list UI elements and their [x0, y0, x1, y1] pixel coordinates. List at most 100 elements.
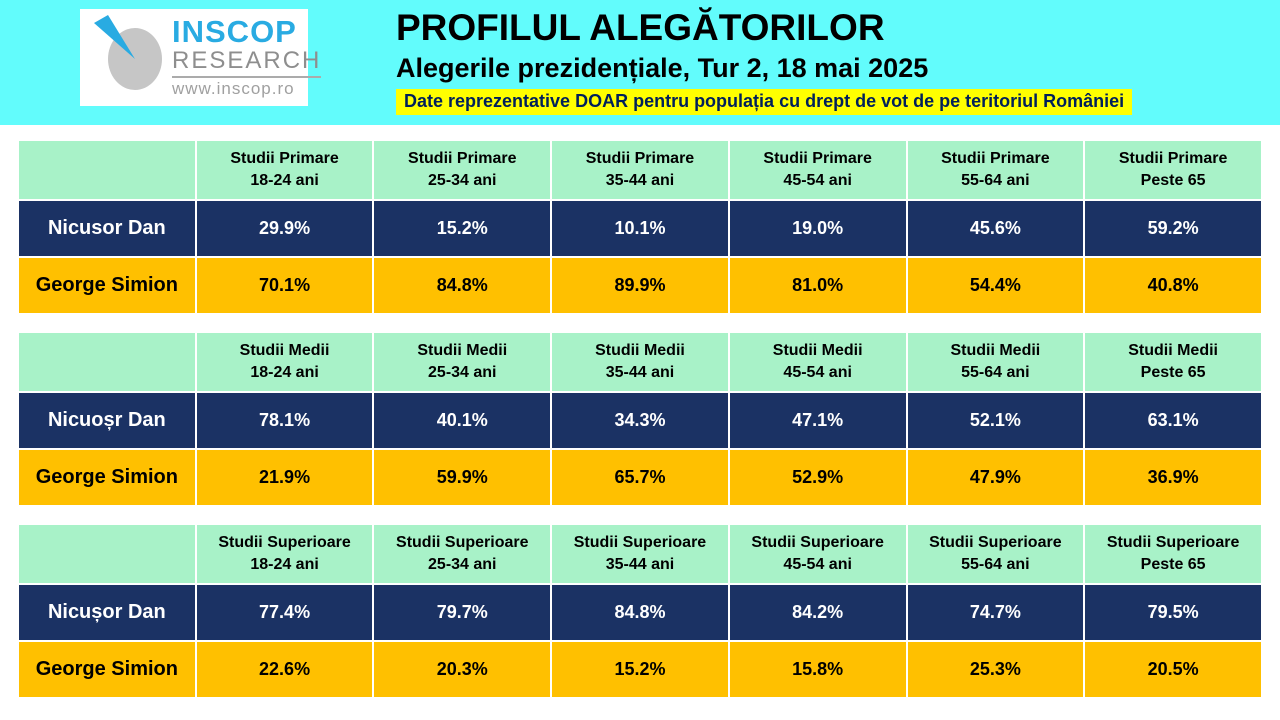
age-label: 25-34 ani [428, 172, 497, 189]
age-group-header: Studii Primare 45-54 ani [729, 141, 906, 199]
representativity-disclaimer: Date reprezentative DOAR pentru populați… [396, 88, 1133, 115]
percentage-cell: 34.3% [552, 393, 728, 448]
candidate-name: George Simion [19, 450, 195, 505]
corner-cell [19, 525, 195, 583]
percentage-cell: 19.0% [729, 201, 906, 256]
corner-cell [19, 141, 195, 199]
education-label: Studii Primare [585, 150, 695, 168]
age-label: 55-64 ani [961, 364, 1030, 381]
percentage-cell: 89.9% [552, 258, 728, 313]
percentage-cell: 36.9% [1085, 450, 1261, 505]
education-label: Studii Superioare [751, 534, 884, 552]
percentage-cell: 40.8% [1085, 258, 1261, 313]
logo-url: www.inscop.ro [172, 78, 295, 98]
age-label: 45-54 ani [783, 172, 852, 189]
age-group-header: Studii Superioare 35-44 ani [552, 525, 728, 583]
age-group-header: Studii Primare 55-64 ani [907, 141, 1084, 199]
table-studii-superioare: Studii Superioare 18-24 ani Studii Superio… [17, 523, 1263, 699]
logo-pie-clock-icon [90, 12, 170, 103]
candidate-row: Nicusor Dan 29.9% 15.2% 10.1% 19.0% 45.6% 59.2… [19, 201, 1261, 256]
age-label: 18-24 ani [250, 364, 319, 381]
percentage-cell: 84.2% [729, 585, 906, 640]
candidate-row: Nicuoșr Dan 78.1% 40.1% 34.3% 47.1% 52.1% 63.1… [19, 393, 1261, 448]
table-body: Nicusor Dan 29.9% 15.2% 10.1% 19.0% 45.6% 59.2… [19, 201, 1261, 313]
percentage-cell: 47.9% [907, 450, 1084, 505]
candidate-name: Nicușor Dan [19, 585, 195, 640]
education-age-table: Studii Medii 18-24 ani Studii Medii 25-34 a… [17, 331, 1263, 507]
page-subtitle: Alegerile prezidențiale, Tur 2, 18 mai 2… [396, 52, 929, 83]
tables-region: Studii Primare 18-24 ani Studii Primare 25-… [0, 125, 1280, 699]
education-label: Studii Primare [941, 150, 1050, 168]
age-label: 55-64 ani [961, 556, 1030, 573]
age-group-header: Studii Medii 55-64 ani [907, 333, 1084, 391]
logo-name: INSCOP [172, 14, 297, 50]
age-group-header: Studii Medii 45-54 ani [729, 333, 906, 391]
age-label: 18-24 ani [250, 172, 319, 189]
percentage-cell: 21.9% [196, 450, 373, 505]
percentage-cell: 45.6% [907, 201, 1084, 256]
percentage-cell: 74.7% [907, 585, 1084, 640]
age-label: 55-64 ani [961, 172, 1030, 189]
percentage-cell: 52.9% [729, 450, 906, 505]
age-label: 35-44 ani [605, 556, 675, 573]
table-head: Studii Primare 18-24 ani Studii Primare 25-… [19, 141, 1261, 199]
age-label: 45-54 ani [783, 556, 852, 573]
age-label: 25-34 ani [428, 556, 497, 573]
education-label: Studii Medii [1128, 342, 1218, 360]
inscop-logo: INSCOP RESEARCH www.inscop.ro [80, 9, 322, 106]
logo-text-block: INSCOP RESEARCH www.inscop.ro [172, 14, 322, 99]
percentage-cell: 15.8% [729, 642, 906, 697]
percentage-cell: 79.5% [1085, 585, 1261, 640]
corner-cell [19, 333, 195, 391]
header-row: Studii Superioare 18-24 ani Studii Superio… [19, 525, 1261, 583]
age-group-header: Studii Superioare Peste 65 [1085, 525, 1261, 583]
table-head: Studii Superioare 18-24 ani Studii Superio… [19, 525, 1261, 583]
header-row: Studii Primare 18-24 ani Studii Primare 25-… [19, 141, 1261, 199]
percentage-cell: 84.8% [374, 258, 551, 313]
percentage-cell: 25.3% [907, 642, 1084, 697]
education-label: Studii Superioare [573, 534, 707, 552]
percentage-cell: 65.7% [552, 450, 728, 505]
header-row: Studii Medii 18-24 ani Studii Medii 25-34 a… [19, 333, 1261, 391]
education-label: Studii Medii [417, 342, 508, 360]
percentage-cell: 52.1% [907, 393, 1084, 448]
candidate-name: Nicusor Dan [19, 201, 195, 256]
education-label: Studii Medii [772, 342, 863, 360]
percentage-cell: 40.1% [374, 393, 551, 448]
education-label: Studii Primare [763, 150, 872, 168]
age-group-header: Studii Primare 35-44 ani [552, 141, 728, 199]
age-group-header: Studii Medii Peste 65 [1085, 333, 1261, 391]
age-label: Peste 65 [1140, 556, 1206, 573]
education-label: Studii Medii [239, 342, 330, 360]
percentage-cell: 59.2% [1085, 201, 1261, 256]
education-label: Studii Superioare [218, 534, 351, 552]
percentage-cell: 70.1% [196, 258, 373, 313]
percentage-cell: 29.9% [196, 201, 373, 256]
header-text-block: PROFILUL ALEGĂTORILOR Alegerile preziden… [396, 7, 1133, 115]
age-group-header: Studii Superioare 18-24 ani [196, 525, 373, 583]
percentage-cell: 84.8% [552, 585, 728, 640]
percentage-cell: 47.1% [729, 393, 906, 448]
age-label: 18-24 ani [250, 556, 319, 573]
education-label: Studii Primare [230, 150, 339, 168]
percentage-cell: 78.1% [196, 393, 373, 448]
percentage-cell: 81.0% [729, 258, 906, 313]
candidate-row: George Simion 70.1% 84.8% 89.9% 81.0% 54.4% 40… [19, 258, 1261, 313]
table-head: Studii Medii 18-24 ani Studii Medii 25-34 a… [19, 333, 1261, 391]
candidate-row: Nicușor Dan 77.4% 79.7% 84.8% 84.2% 74.7% 79.5… [19, 585, 1261, 640]
percentage-cell: 63.1% [1085, 393, 1261, 448]
education-label: Studii Superioare [396, 534, 529, 552]
percentage-cell: 20.3% [374, 642, 551, 697]
age-group-header: Studii Superioare 55-64 ani [907, 525, 1084, 583]
percentage-cell: 15.2% [374, 201, 551, 256]
education-label: Studii Medii [595, 342, 685, 360]
percentage-cell: 15.2% [552, 642, 728, 697]
age-group-header: Studii Medii 25-34 ani [374, 333, 551, 391]
percentage-cell: 54.4% [907, 258, 1084, 313]
table-body: Nicușor Dan 77.4% 79.7% 84.8% 84.2% 74.7% 79.5… [19, 585, 1261, 697]
education-label: Studii Superioare [929, 534, 1062, 552]
age-label: 35-44 ani [605, 172, 675, 189]
candidate-row: George Simion 22.6% 20.3% 15.2% 15.8% 25.3% 20… [19, 642, 1261, 697]
education-label: Studii Superioare [1106, 534, 1240, 552]
education-label: Studii Primare [408, 150, 517, 168]
